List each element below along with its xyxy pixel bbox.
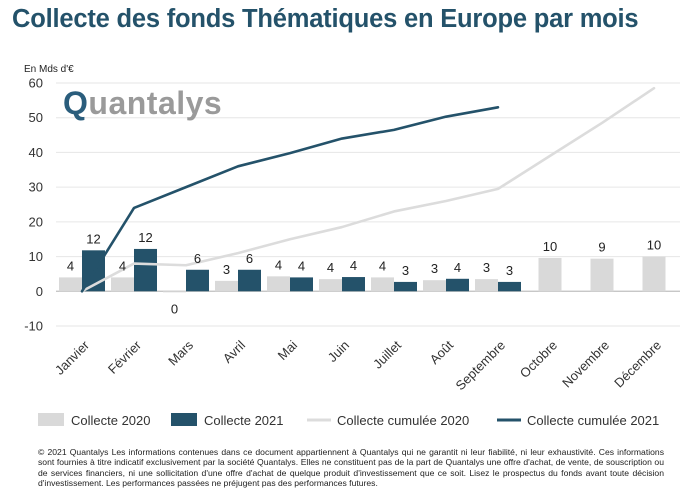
data-label-collecte-2020: 3 [223, 262, 230, 277]
logo-rest: uantalys [88, 85, 223, 121]
y-tick-label: 60 [29, 76, 43, 91]
data-label-collecte-2021: 3 [402, 263, 409, 278]
bar-collecte-2021 [238, 269, 261, 292]
bar-collecte-2021 [394, 281, 417, 292]
gridlines [56, 82, 680, 327]
data-label-collecte-2020: 10 [647, 238, 661, 253]
y-tick-label: 30 [29, 180, 43, 195]
bar-collecte-2020 [111, 277, 134, 292]
bar-labels: 4 12 4 12 0 6 3 6 4 4 4 4 4 3 3 4 3 3 10 9 10 [67, 230, 661, 316]
bar-collecte-2021 [186, 269, 209, 292]
legend: Collecte 2020 Collecte 2021 Collecte cumul… [38, 413, 659, 428]
legend-label: Collecte cumulée 2020 [337, 413, 469, 428]
line-collecte-cumulee-2020 [80, 86, 656, 293]
data-label-collecte-2021: 12 [138, 230, 152, 245]
line-collecte-cumulee-2021 [80, 106, 500, 293]
data-label-collecte-2020: 4 [275, 257, 282, 272]
data-label-collecte-2020: 4 [327, 260, 334, 275]
data-label-collecte-2021: 12 [86, 231, 100, 246]
x-tick-label: Octobre [517, 338, 560, 381]
data-label-collecte-2020: 4 [67, 258, 74, 273]
data-label-collecte-2021: 6 [246, 251, 253, 266]
y-tick-label: -10 [24, 319, 43, 334]
data-label-collecte-2020: 0 [171, 301, 178, 316]
bar-collecte-2021 [290, 277, 313, 292]
y-axis-ticks: -10 0 10 20 30 40 50 60 [24, 76, 43, 334]
bar-collecte-2020 [215, 280, 238, 292]
data-label-collecte-2021: 4 [298, 258, 305, 273]
x-tick-label: Mars [165, 337, 196, 368]
legend-label: Collecte 2020 [71, 413, 151, 428]
y-tick-label: 0 [36, 284, 43, 299]
data-label-collecte-2020: 3 [483, 260, 490, 275]
x-tick-label: Janvier [52, 337, 93, 378]
data-label-collecte-2021: 6 [194, 251, 201, 266]
data-label-collecte-2021: 4 [350, 258, 357, 273]
x-tick-label: Février [105, 337, 145, 377]
bar-collecte-2021 [134, 248, 157, 292]
bar-collecte-2020 [590, 258, 614, 292]
bar-collecte-2020 [475, 279, 498, 292]
data-label-collecte-2020: 9 [598, 240, 605, 255]
y-tick-label: 40 [29, 145, 43, 160]
bar-collecte-2020 [423, 280, 446, 292]
data-label-collecte-2021: 4 [454, 260, 461, 275]
bar-collecte-2020 [371, 277, 394, 292]
disclaimer-text: © 2021 Quantalys Les informations conten… [38, 447, 664, 489]
data-label-collecte-2020: 10 [543, 239, 557, 254]
x-tick-label: Septembre [453, 338, 509, 394]
x-tick-label: Août [427, 337, 457, 367]
y-axis-label: En Mds d'€ [24, 64, 74, 75]
data-label-collecte-2020: 4 [379, 258, 386, 273]
x-tick-label: Décembre [611, 338, 664, 391]
bars [59, 248, 666, 293]
legend-swatch [171, 413, 197, 426]
bar-collecte-2020 [267, 276, 290, 292]
x-tick-label: Juin [325, 338, 352, 365]
chart-title: Collecte des fonds Thématiques en Europe… [12, 5, 639, 33]
logo-q: Q [63, 85, 89, 121]
data-label-collecte-2020: 3 [431, 261, 438, 276]
bar-collecte-2021 [498, 281, 521, 292]
data-label-collecte-2021: 3 [506, 263, 513, 278]
bar-collecte-2020 [163, 291, 186, 293]
y-tick-label: 20 [29, 214, 43, 229]
x-tick-label: Mai [275, 337, 300, 362]
legend-label: Collecte 2021 [204, 413, 284, 428]
lines [80, 86, 656, 293]
x-tick-label: Avril [220, 337, 248, 365]
x-tick-label: Novembre [559, 338, 612, 391]
y-tick-label: 10 [29, 249, 43, 264]
quantalys-logo: Quantalys [63, 86, 222, 120]
bar-collecte-2020 [319, 279, 342, 292]
bar-collecte-2020 [59, 277, 82, 292]
x-tick-label: Juillet [370, 337, 404, 371]
data-label-collecte-2020: 4 [119, 258, 126, 273]
bar-collecte-2020 [538, 257, 562, 292]
y-tick-label: 50 [29, 110, 43, 125]
bar-collecte-2021 [446, 278, 469, 292]
legend-swatch [38, 413, 64, 426]
x-axis-ticks: Janvier Février Mars Avril Mai Juin Juillet Aoû… [52, 337, 664, 393]
bar-collecte-2020 [642, 256, 666, 292]
bar-collecte-2021 [342, 277, 365, 292]
legend-label: Collecte cumulée 2021 [527, 413, 659, 428]
